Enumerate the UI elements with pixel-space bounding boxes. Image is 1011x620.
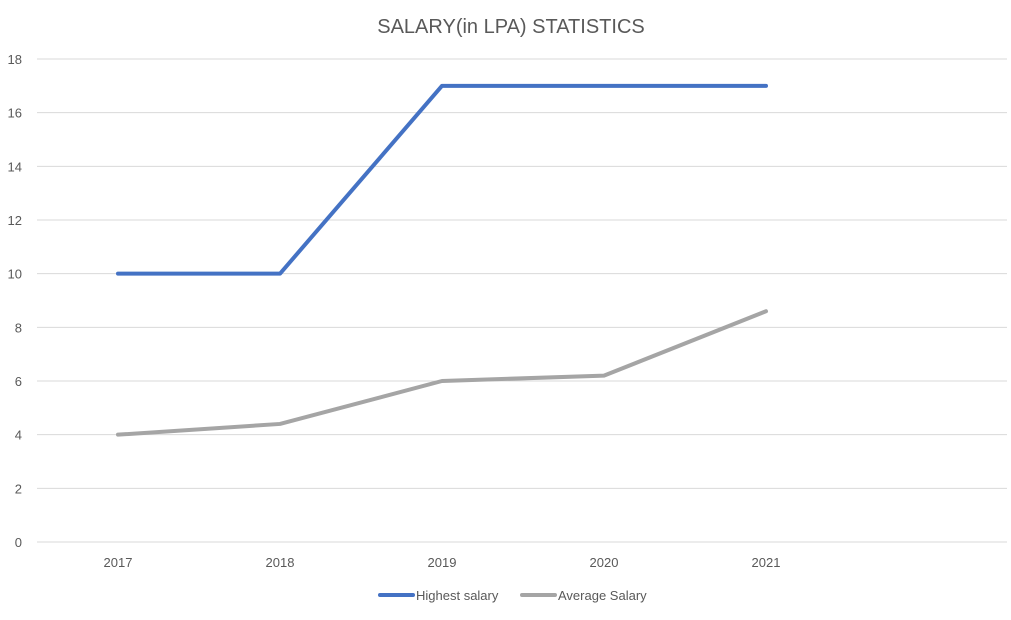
y-tick-label: 2 [15, 481, 22, 496]
y-tick-label: 0 [15, 535, 22, 550]
series-lines [118, 86, 766, 435]
x-tick-label: 2020 [590, 555, 619, 570]
x-tick-label: 2019 [428, 555, 457, 570]
y-tick-label: 12 [8, 213, 22, 228]
y-tick-label: 14 [8, 159, 22, 174]
chart-title: SALARY(in LPA) STATISTICS [377, 16, 644, 38]
x-tick-label: 2021 [752, 555, 781, 570]
y-tick-label: 18 [8, 52, 22, 67]
y-tick-label: 10 [8, 267, 22, 282]
x-tick-label: 2017 [104, 555, 133, 570]
series-line-average-salary [118, 311, 766, 434]
y-tick-label: 6 [15, 374, 22, 389]
y-axis-ticks: 0 2 4 6 8 10 12 14 16 18 [8, 52, 22, 550]
x-axis-ticks: 2017 2018 2019 2020 2021 [104, 555, 781, 570]
legend: Highest salary Average Salary [380, 588, 647, 603]
gridlines [37, 59, 1007, 542]
legend-label: Highest salary [416, 588, 499, 603]
legend-label: Average Salary [558, 588, 647, 603]
y-tick-label: 4 [15, 428, 22, 443]
y-tick-label: 8 [15, 320, 22, 335]
x-tick-label: 2018 [266, 555, 295, 570]
series-line-highest-salary [118, 86, 766, 274]
y-tick-label: 16 [8, 106, 22, 121]
